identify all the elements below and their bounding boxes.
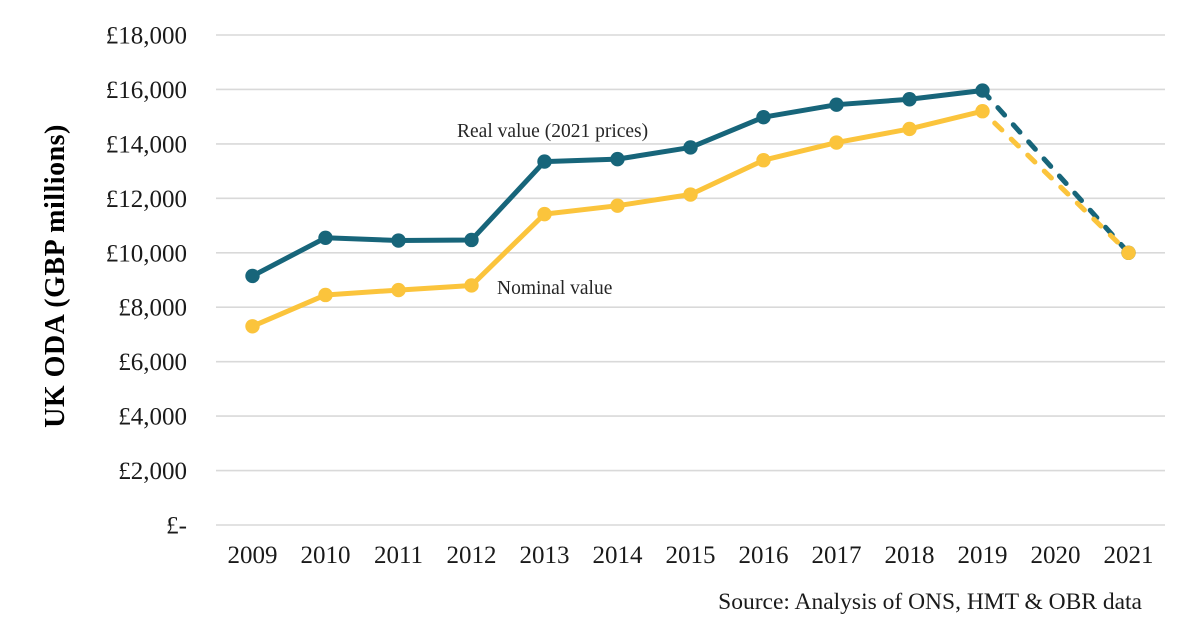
data-point-nominal-2018 bbox=[902, 121, 917, 137]
x-axis-label: 2013 bbox=[520, 542, 570, 569]
y-axis-tick-label: £2,000 bbox=[118, 458, 187, 485]
x-axis-label: 2021 bbox=[1104, 542, 1154, 569]
data-point-nominal-2016 bbox=[756, 153, 771, 168]
x-axis-label: 2011 bbox=[374, 542, 423, 569]
data-point-nominal-2015 bbox=[683, 187, 698, 202]
source-note: Source: Analysis of ONS, HMT & OBR data bbox=[718, 589, 1142, 615]
x-axis-label: 2014 bbox=[593, 542, 644, 569]
y-axis-title: UK ODA (GBP millions) bbox=[40, 124, 71, 428]
y-axis-tick-label: £14,000 bbox=[106, 131, 187, 158]
x-axis-label: 2015 bbox=[666, 542, 716, 569]
data-point-real-2019 bbox=[975, 83, 990, 98]
data-point-real-2015 bbox=[683, 140, 698, 155]
y-axis-tick-label: £- bbox=[166, 513, 187, 540]
x-axis-label: 2017 bbox=[812, 542, 862, 569]
y-axis-tick-label: £16,000 bbox=[106, 77, 187, 104]
y-axis-tick-label: £10,000 bbox=[106, 240, 187, 267]
x-axis-label: 2018 bbox=[885, 542, 935, 569]
series-forecast-dashed-real bbox=[980, 88, 1131, 256]
data-point-real-2014 bbox=[610, 151, 625, 167]
data-point-real-2016 bbox=[756, 110, 771, 125]
data-point-nominal-2019 bbox=[975, 104, 990, 119]
y-axis-tick-label: £6,000 bbox=[118, 349, 187, 376]
y-axis-tick-label: £4,000 bbox=[118, 404, 187, 431]
data-point-real-2010 bbox=[318, 230, 333, 246]
data-point-nominal-2009 bbox=[245, 319, 260, 334]
data-point-real-2009 bbox=[245, 268, 260, 284]
data-point-real-2011 bbox=[391, 233, 406, 248]
data-point-real-2017 bbox=[829, 97, 844, 112]
data-point-real-2018 bbox=[902, 92, 917, 107]
data-point-real-2013 bbox=[537, 154, 552, 169]
x-axis-label: 2020 bbox=[1031, 542, 1081, 569]
data-point-nominal-2013 bbox=[537, 206, 552, 222]
data-point-nominal-2011 bbox=[391, 282, 406, 298]
y-axis-tick-label: £18,000 bbox=[106, 23, 187, 50]
x-axis-label: 2010 bbox=[301, 542, 351, 569]
x-axis-label: 2019 bbox=[958, 542, 1008, 569]
data-point-real-2012 bbox=[464, 232, 479, 248]
series-line-real bbox=[250, 88, 985, 279]
data-point-nominal-2010 bbox=[318, 287, 333, 303]
data-point-nominal-2017 bbox=[829, 135, 844, 150]
series-label-nominal: Nominal value bbox=[497, 278, 612, 299]
x-axis-label: 2009 bbox=[228, 542, 278, 569]
x-axis-label: 2016 bbox=[739, 542, 789, 569]
data-point-nominal-2021 bbox=[1121, 245, 1136, 260]
data-point-nominal-2012 bbox=[464, 278, 479, 293]
y-axis-tick-label: £12,000 bbox=[106, 186, 187, 213]
data-point-nominal-2014 bbox=[610, 198, 625, 213]
series-label-real: Real value (2021 prices) bbox=[457, 121, 648, 142]
y-axis-tick-label: £8,000 bbox=[118, 295, 187, 322]
x-axis-label: 2012 bbox=[447, 542, 497, 569]
